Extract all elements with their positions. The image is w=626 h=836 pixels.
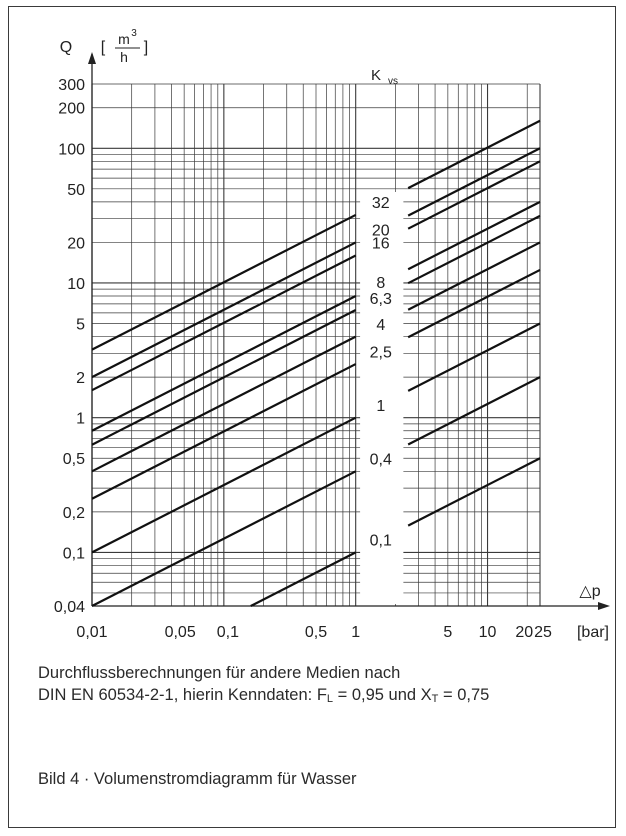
kvs-line-4-left	[91, 309, 357, 446]
kvs-line-7-right	[407, 322, 541, 392]
notes-text: Durchflussberechnungen für andere Medien…	[38, 662, 598, 710]
y-tick-label-12: 300	[58, 77, 85, 94]
x-tick-label-8: 25	[534, 624, 552, 641]
kvs-line-5-left	[91, 335, 357, 473]
kvs-line-8-right	[407, 376, 541, 446]
kvs-line-0-left	[91, 213, 357, 351]
kvs-line-6-left	[91, 363, 357, 500]
kvs-line-1-left	[91, 241, 357, 379]
x-tick-label-6: 10	[479, 624, 497, 641]
notes-line-2: DIN EN 60534-2-1, hierin Kenndaten: FL =…	[38, 684, 598, 710]
y-tick-label-10: 100	[58, 141, 85, 158]
kvs-line-9-left	[250, 551, 357, 607]
kvs-label-6: 2,5	[370, 344, 392, 361]
x-tick-label-3: 0,5	[305, 624, 327, 641]
y-tick-label-0: 0,04	[54, 599, 85, 616]
notes-line-2-mid: = 0,95 und X	[333, 686, 432, 704]
kvs-line-9-right	[407, 457, 541, 527]
figure-caption: Bild 4 · Volumenstromdiagramm für Wasser	[38, 770, 357, 788]
kvs-line-2-left	[91, 254, 357, 392]
y-tick-label-2: 0,2	[63, 505, 85, 522]
figure-frame	[8, 6, 616, 828]
kvs-line-0-right	[407, 119, 541, 190]
x-tick-label-0: 0,01	[76, 624, 107, 641]
chart-grid	[91, 83, 541, 607]
y-axis-title: Q	[60, 39, 72, 56]
xt-subscript: T	[431, 693, 439, 705]
y-unit-close: ]	[144, 39, 148, 56]
kvs-line-8-left	[91, 470, 357, 607]
kvs-label-7: 1	[376, 398, 385, 415]
y-tick-label-5: 2	[76, 370, 85, 387]
x-tick-label-5: 5	[443, 624, 452, 641]
kvs-line-6-right	[407, 268, 541, 339]
kvs-line-5-right	[407, 241, 541, 311]
x-unit-label: [bar]	[577, 624, 609, 641]
kvs-label-1: 20	[372, 223, 390, 240]
y-unit-numerator: m	[118, 31, 130, 47]
y-tick-label-1: 0,1	[63, 545, 85, 562]
kvs-label-2: 16	[372, 236, 390, 253]
notes-line-2-end: = 0,75	[438, 686, 490, 704]
kvs-line-4-right	[407, 214, 541, 285]
x-tick-label-4: 1	[351, 624, 360, 641]
kvs-line-7-left	[91, 416, 357, 554]
kvs-line-2-right	[407, 160, 541, 230]
y-tick-label-11: 200	[58, 101, 85, 118]
y-tick-label-8: 20	[67, 235, 85, 252]
x-tick-label-7: 20	[515, 624, 533, 641]
kvs-line-1-right	[407, 147, 541, 217]
y-tick-label-4: 1	[76, 411, 85, 428]
kvs-lines	[91, 119, 541, 607]
label-gap	[360, 192, 404, 604]
notes-line-2-start: DIN EN 60534-2-1, hierin Kenndaten: F	[38, 686, 327, 704]
y-tick-label-6: 5	[76, 317, 85, 334]
kvs-line-3-left	[91, 295, 357, 432]
y-tick-label-7: 10	[67, 276, 85, 293]
kvs-label-4: 6,3	[370, 291, 392, 308]
kvs-label-8: 0,4	[370, 451, 392, 468]
y-unit-open: [	[101, 39, 106, 56]
chart-axes	[88, 52, 610, 610]
kvs-header: K	[371, 67, 381, 84]
y-unit-exponent: 3	[131, 28, 137, 39]
label-gap-area	[360, 192, 404, 604]
y-tick-label-3: 0,5	[63, 451, 85, 468]
notes-line-1: Durchflussberechnungen für andere Medien…	[38, 664, 401, 682]
y-unit-denominator: h	[120, 49, 128, 65]
kvs-line-3-right	[407, 200, 541, 271]
x-axis-arrow	[598, 602, 610, 610]
x-tick-label-2: 0,1	[217, 624, 239, 641]
fl-subscript: L	[326, 693, 334, 705]
kvs-header-sub: vs	[388, 76, 398, 87]
kvs-label-5: 4	[376, 317, 385, 334]
kvs-label-0: 32	[372, 195, 390, 212]
y-axis-arrow	[88, 52, 96, 64]
x-axis-title: △p	[579, 583, 600, 600]
kvs-label-3: 8	[376, 275, 385, 292]
kvs-label-9: 0,1	[370, 533, 392, 550]
x-tick-label-1: 0,05	[165, 624, 196, 641]
y-tick-label-9: 50	[67, 182, 85, 199]
